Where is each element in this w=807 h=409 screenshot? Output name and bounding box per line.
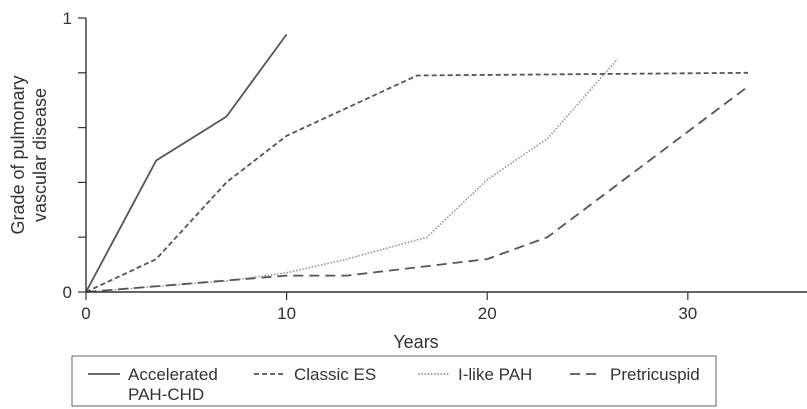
y-axis-label-line2: vascular disease bbox=[30, 88, 50, 222]
series-line-pretricuspid bbox=[86, 85, 749, 293]
y-tick-label: 0 bbox=[63, 283, 72, 302]
legend-label: Accelerated PAH-CHD bbox=[128, 365, 218, 404]
series-line-accelerated-pah-chd bbox=[86, 33, 288, 293]
legend-label: Pretricuspid bbox=[610, 365, 700, 384]
legend-box bbox=[71, 355, 717, 407]
legend-label: I-like PAH bbox=[458, 365, 532, 384]
plot-area bbox=[86, 33, 749, 293]
x-tick-label: 30 bbox=[678, 304, 697, 323]
y-tick-label: 1 bbox=[63, 9, 72, 28]
x-tick-label: 20 bbox=[478, 304, 497, 323]
x-tick-label: 0 bbox=[81, 304, 90, 323]
x-axis-label: Years bbox=[393, 332, 438, 352]
legend-label: Classic ES bbox=[294, 365, 376, 384]
series-line-i-like-pah bbox=[86, 58, 619, 293]
axes: 010 10 20 30 bbox=[63, 9, 807, 323]
y-axis-label-line1: Grade of pulmonary bbox=[8, 75, 28, 234]
legend: Accelerated PAH-CHD Classic ES I-like PAH Pr… bbox=[71, 355, 717, 407]
x-tick-label: 10 bbox=[277, 304, 296, 323]
series-line-classic-es bbox=[86, 71, 749, 293]
